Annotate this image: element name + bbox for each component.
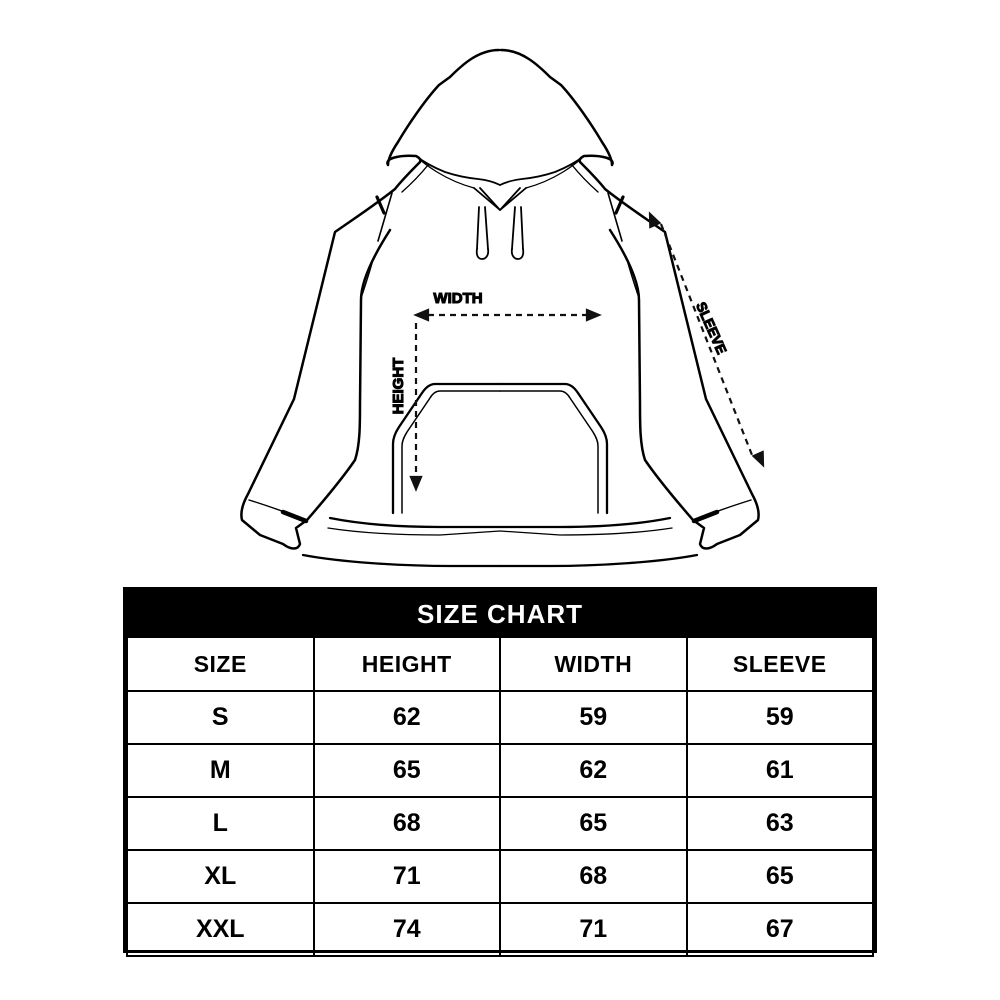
svg-text:WIDTH: WIDTH [433, 290, 482, 307]
svg-text:HEIGHT: HEIGHT [390, 358, 407, 415]
svg-text:SLEEVE: SLEEVE [693, 299, 730, 356]
